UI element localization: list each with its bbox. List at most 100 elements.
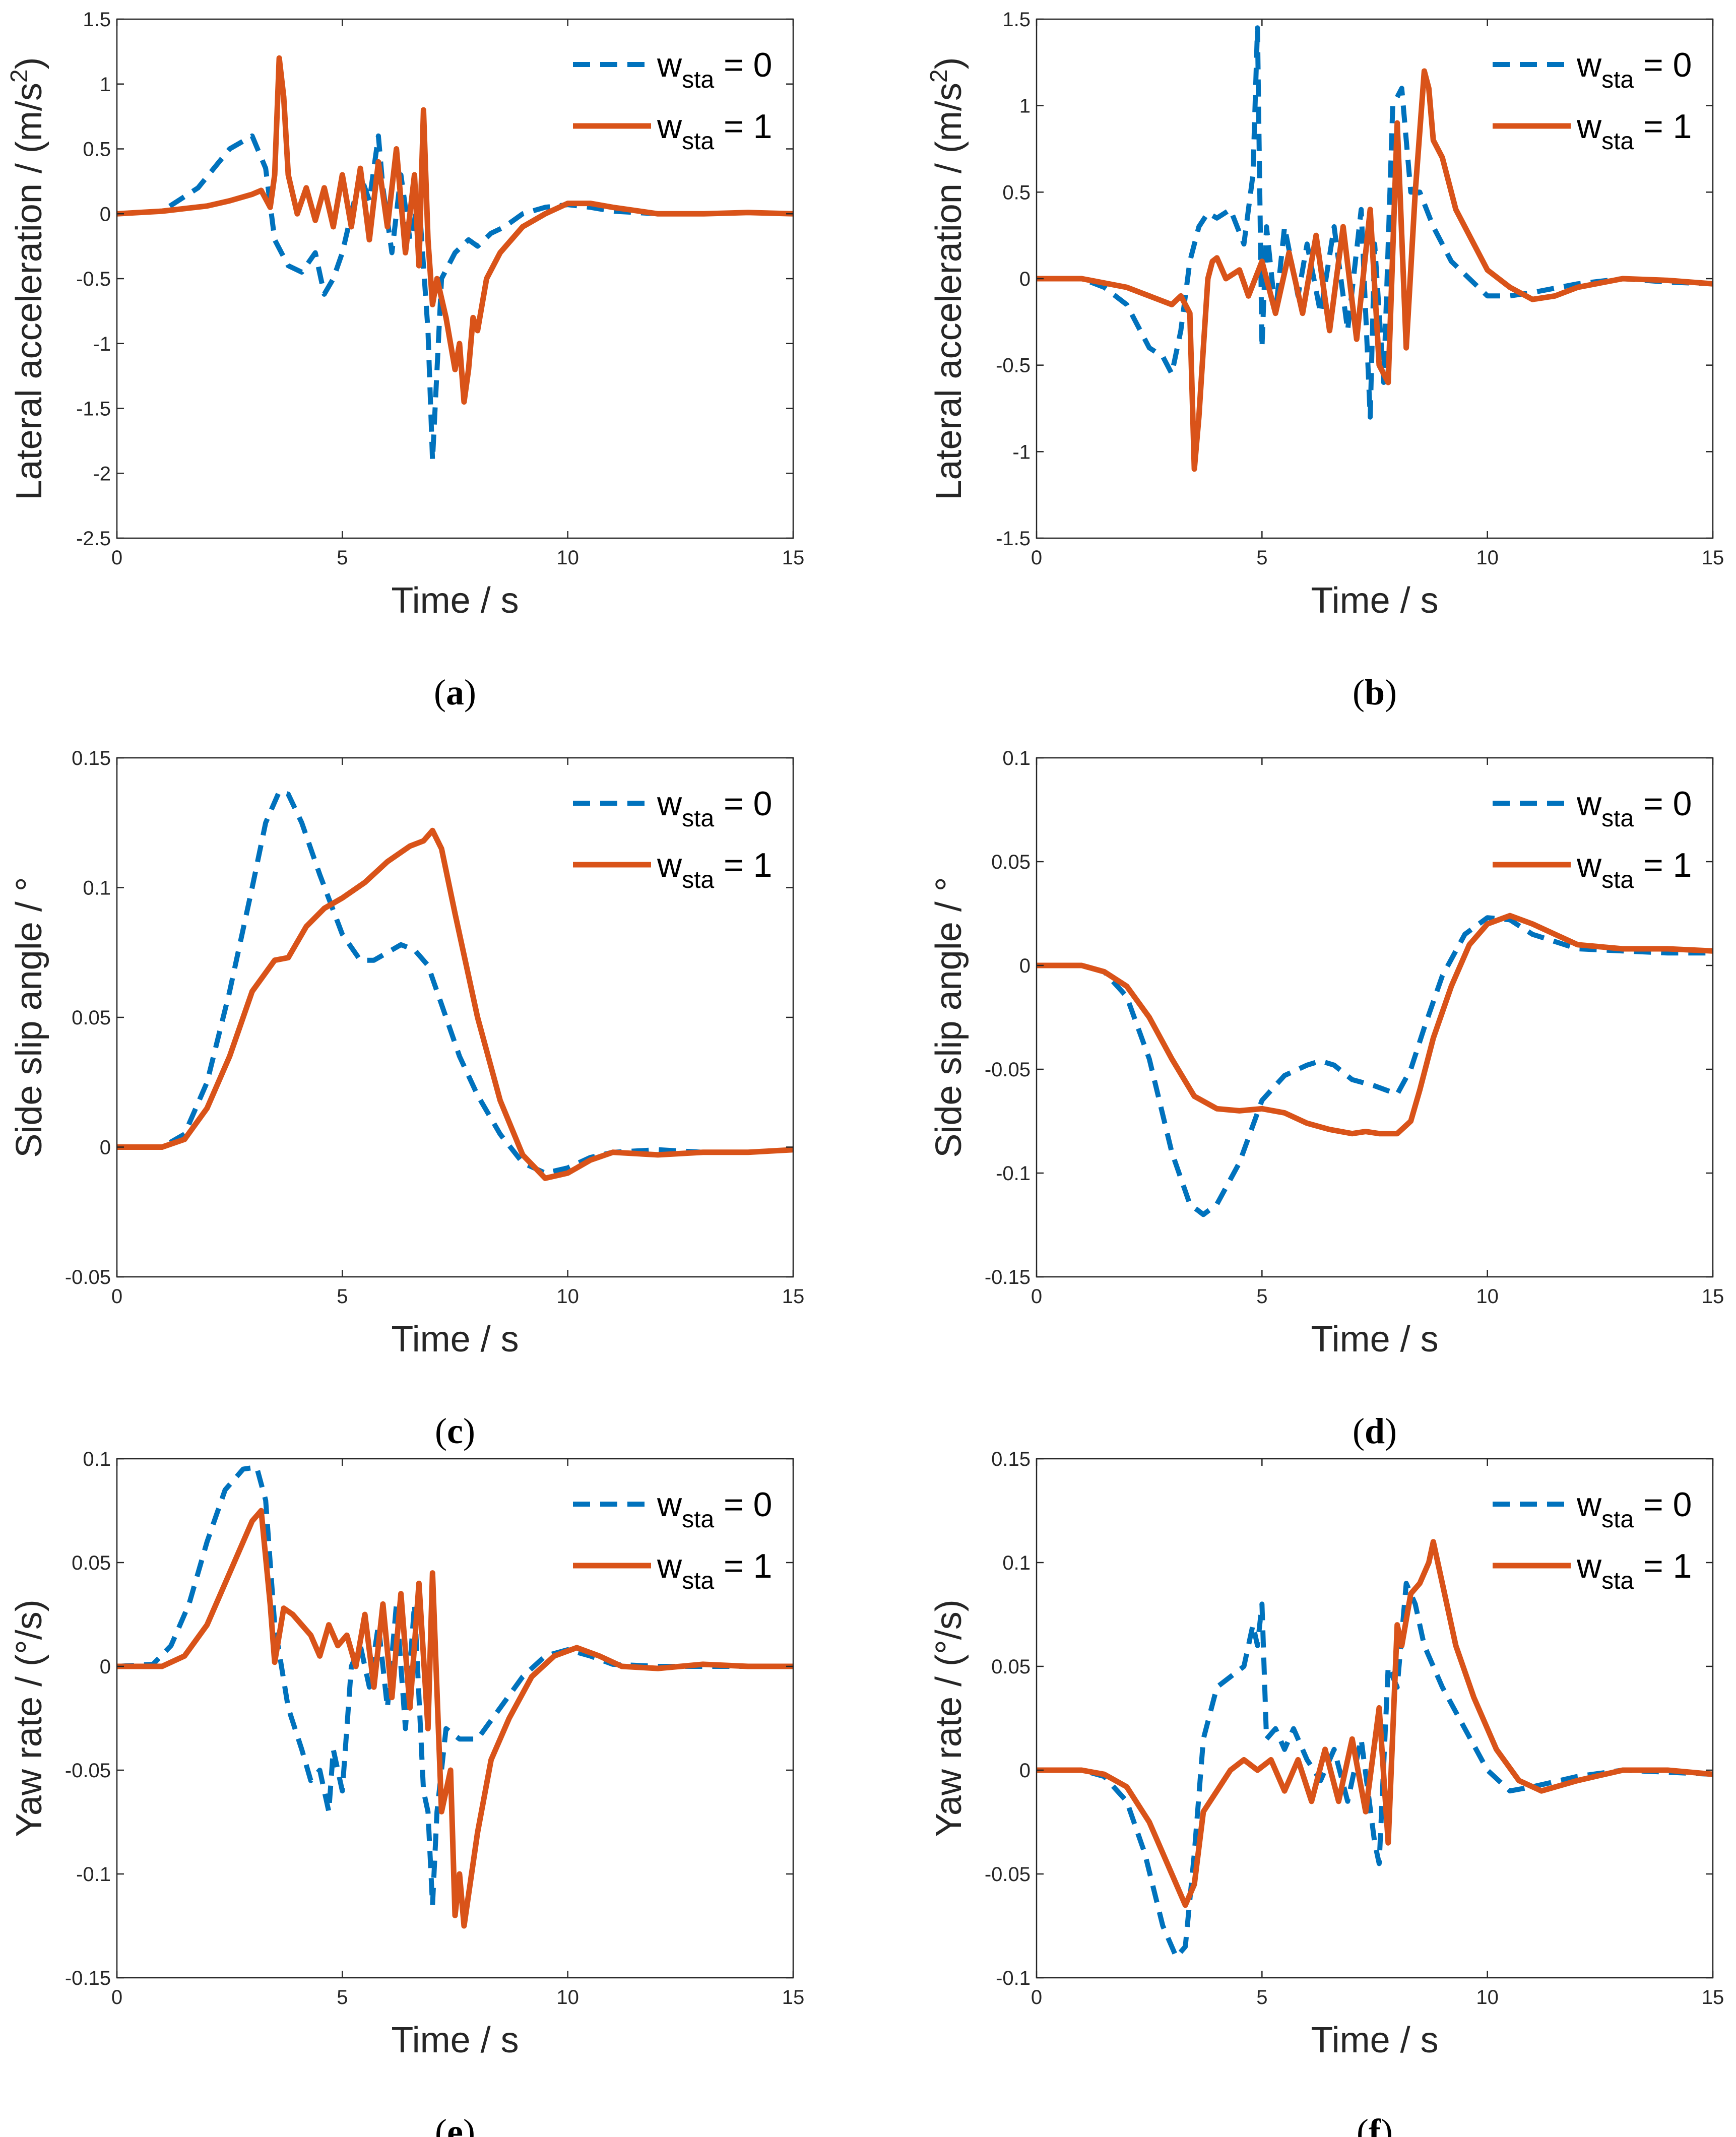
x-tick-label: 0 bbox=[1031, 1285, 1042, 1308]
legend-label-wsta-1: wsta = 1 bbox=[657, 1547, 772, 1594]
x-tick-label: 10 bbox=[556, 1986, 579, 2009]
legend-label-wsta-0: wsta = 0 bbox=[1576, 46, 1692, 93]
axes-box bbox=[116, 757, 794, 1278]
y-axis-label: Yaw rate / (°/s) bbox=[929, 1599, 969, 1837]
x-axis-label: Time / s bbox=[391, 1319, 519, 1359]
x-tick-label: 5 bbox=[1256, 1285, 1267, 1308]
y-tick-label: -0.1 bbox=[996, 1967, 1031, 1989]
x-tick-label: 0 bbox=[111, 1986, 122, 2009]
x-tick-label: 10 bbox=[1476, 1986, 1499, 2009]
x-tick-label: 5 bbox=[337, 1285, 348, 1308]
y-axis-label-sup: 2 bbox=[6, 69, 33, 83]
y-tick-label: -0.1 bbox=[76, 1863, 111, 1886]
axes-box bbox=[116, 1458, 794, 1979]
y-tick-label: 0 bbox=[100, 203, 111, 225]
legend-label-wsta-0: wsta = 0 bbox=[657, 1485, 772, 1533]
panel-a: 0 5 10 15 -2.5 -2 -1.5 -1 -0.5 0 0.5 1 1.5 Time / s La… bbox=[6, 9, 804, 713]
panel-caption: (a) bbox=[434, 672, 476, 713]
x-tick-label: 10 bbox=[556, 1285, 579, 1308]
y-axis-label-main: Yaw rate / (°/s) bbox=[9, 1599, 49, 1837]
series-line-wsta-0 bbox=[1037, 1581, 1713, 1960]
y-tick-label: 1 bbox=[100, 74, 111, 96]
x-tick-label: 10 bbox=[1476, 1285, 1499, 1308]
x-tick-label: 10 bbox=[1476, 547, 1499, 569]
y-tick-label: 1 bbox=[1019, 95, 1031, 117]
x-tick-label: 0 bbox=[111, 547, 122, 569]
x-axis-label: Time / s bbox=[1311, 580, 1438, 621]
y-tick-label: -1.5 bbox=[76, 398, 111, 420]
y-tick-label: 0.1 bbox=[83, 1448, 111, 1470]
panel-caption: (d) bbox=[1353, 1411, 1397, 1451]
y-axis-label-end: ) bbox=[9, 57, 49, 69]
legend-label-wsta-1: wsta = 1 bbox=[657, 107, 772, 155]
y-axis-label-main: Lateral acceleration / (m/s bbox=[9, 83, 49, 500]
y-tick-label: 0 bbox=[1019, 955, 1031, 977]
x-tick-label: 0 bbox=[1031, 547, 1042, 569]
y-tick-label: -0.5 bbox=[996, 355, 1031, 377]
y-tick-label: 0.05 bbox=[72, 1552, 111, 1574]
y-tick-label: -1 bbox=[1012, 441, 1031, 463]
series-line-wsta-1 bbox=[1037, 913, 1713, 1137]
y-axis-label-main: Side slip angle / ° bbox=[9, 877, 49, 1157]
y-tick-label: 0.05 bbox=[991, 851, 1031, 873]
y-tick-label: -2.5 bbox=[76, 528, 111, 550]
y-tick-label: 0 bbox=[100, 1656, 111, 1678]
y-tick-label: -0.05 bbox=[65, 1760, 111, 1782]
x-axis-label: Time / s bbox=[1311, 2020, 1438, 2060]
axes-box bbox=[116, 18, 794, 539]
y-tick-label: 0.05 bbox=[72, 1007, 111, 1029]
panel-caption: (c) bbox=[435, 1411, 475, 1451]
x-tick-label: 15 bbox=[782, 547, 805, 569]
series-line-wsta-1 bbox=[117, 827, 793, 1181]
y-axis-label: Lateral acceleration / (m/s2) bbox=[926, 57, 969, 500]
legend-label-wsta-0: wsta = 0 bbox=[657, 46, 772, 93]
series-line-wsta-1 bbox=[117, 1508, 793, 1929]
legend-label-wsta-1: wsta = 1 bbox=[1576, 107, 1692, 155]
y-tick-label: -0.05 bbox=[985, 1059, 1031, 1081]
panel-d: 0 5 10 15 -0.15 -0.1 -0.05 0 0.05 0.1 Time / s Side… bbox=[929, 747, 1724, 1451]
y-tick-label: -0.05 bbox=[65, 1266, 111, 1288]
y-axis-label: Yaw rate / (°/s) bbox=[9, 1599, 49, 1837]
y-axis-label-end: ) bbox=[929, 57, 969, 69]
panel-caption: (e) bbox=[435, 2112, 475, 2137]
x-axis-label: Time / s bbox=[1311, 1319, 1438, 1359]
x-axis-label: Time / s bbox=[391, 580, 519, 621]
x-axis-label: Time / s bbox=[391, 2020, 519, 2060]
legend-label-wsta-1: wsta = 1 bbox=[1576, 1547, 1692, 1594]
y-tick-label: 0 bbox=[1019, 1760, 1031, 1782]
x-tick-label: 0 bbox=[1031, 1986, 1042, 2009]
legend-label-wsta-0: wsta = 0 bbox=[1576, 1485, 1692, 1533]
y-tick-label: 0.5 bbox=[1002, 181, 1031, 204]
y-axis-label: Side slip angle / ° bbox=[929, 877, 969, 1157]
axes-box bbox=[1036, 1458, 1714, 1979]
y-tick-label: -1.5 bbox=[996, 528, 1031, 550]
x-tick-label: 5 bbox=[1256, 1986, 1267, 2009]
legend-label-wsta-0: wsta = 0 bbox=[657, 785, 772, 832]
y-tick-label: 0.5 bbox=[83, 139, 111, 161]
y-tick-label: -1 bbox=[93, 333, 111, 355]
panel-caption: (f) bbox=[1357, 2112, 1393, 2137]
y-tick-label: 0.1 bbox=[83, 877, 111, 899]
x-tick-label: 5 bbox=[337, 547, 348, 569]
y-tick-label: -0.5 bbox=[76, 268, 111, 290]
x-tick-label: 15 bbox=[782, 1285, 805, 1308]
x-tick-label: 10 bbox=[556, 547, 579, 569]
y-tick-label: 0.15 bbox=[991, 1448, 1031, 1470]
series-line-wsta-1 bbox=[117, 55, 793, 405]
y-tick-label: 1.5 bbox=[83, 9, 111, 31]
series-line-wsta-0 bbox=[1037, 915, 1713, 1217]
y-tick-label: 0.15 bbox=[72, 747, 111, 769]
y-axis-label-sup: 2 bbox=[926, 69, 952, 83]
y-tick-label: 0.05 bbox=[991, 1656, 1031, 1678]
y-tick-label: 0 bbox=[1019, 268, 1031, 290]
y-tick-label: -2 bbox=[93, 463, 111, 485]
x-tick-label: 15 bbox=[782, 1986, 805, 2009]
y-tick-label: -0.15 bbox=[985, 1266, 1031, 1288]
x-tick-label: 15 bbox=[1702, 1986, 1724, 2009]
x-tick-label: 0 bbox=[111, 1285, 122, 1308]
legend-label-wsta-1: wsta = 1 bbox=[657, 846, 772, 893]
x-tick-label: 5 bbox=[337, 1986, 348, 2009]
x-tick-label: 15 bbox=[1702, 1285, 1724, 1308]
